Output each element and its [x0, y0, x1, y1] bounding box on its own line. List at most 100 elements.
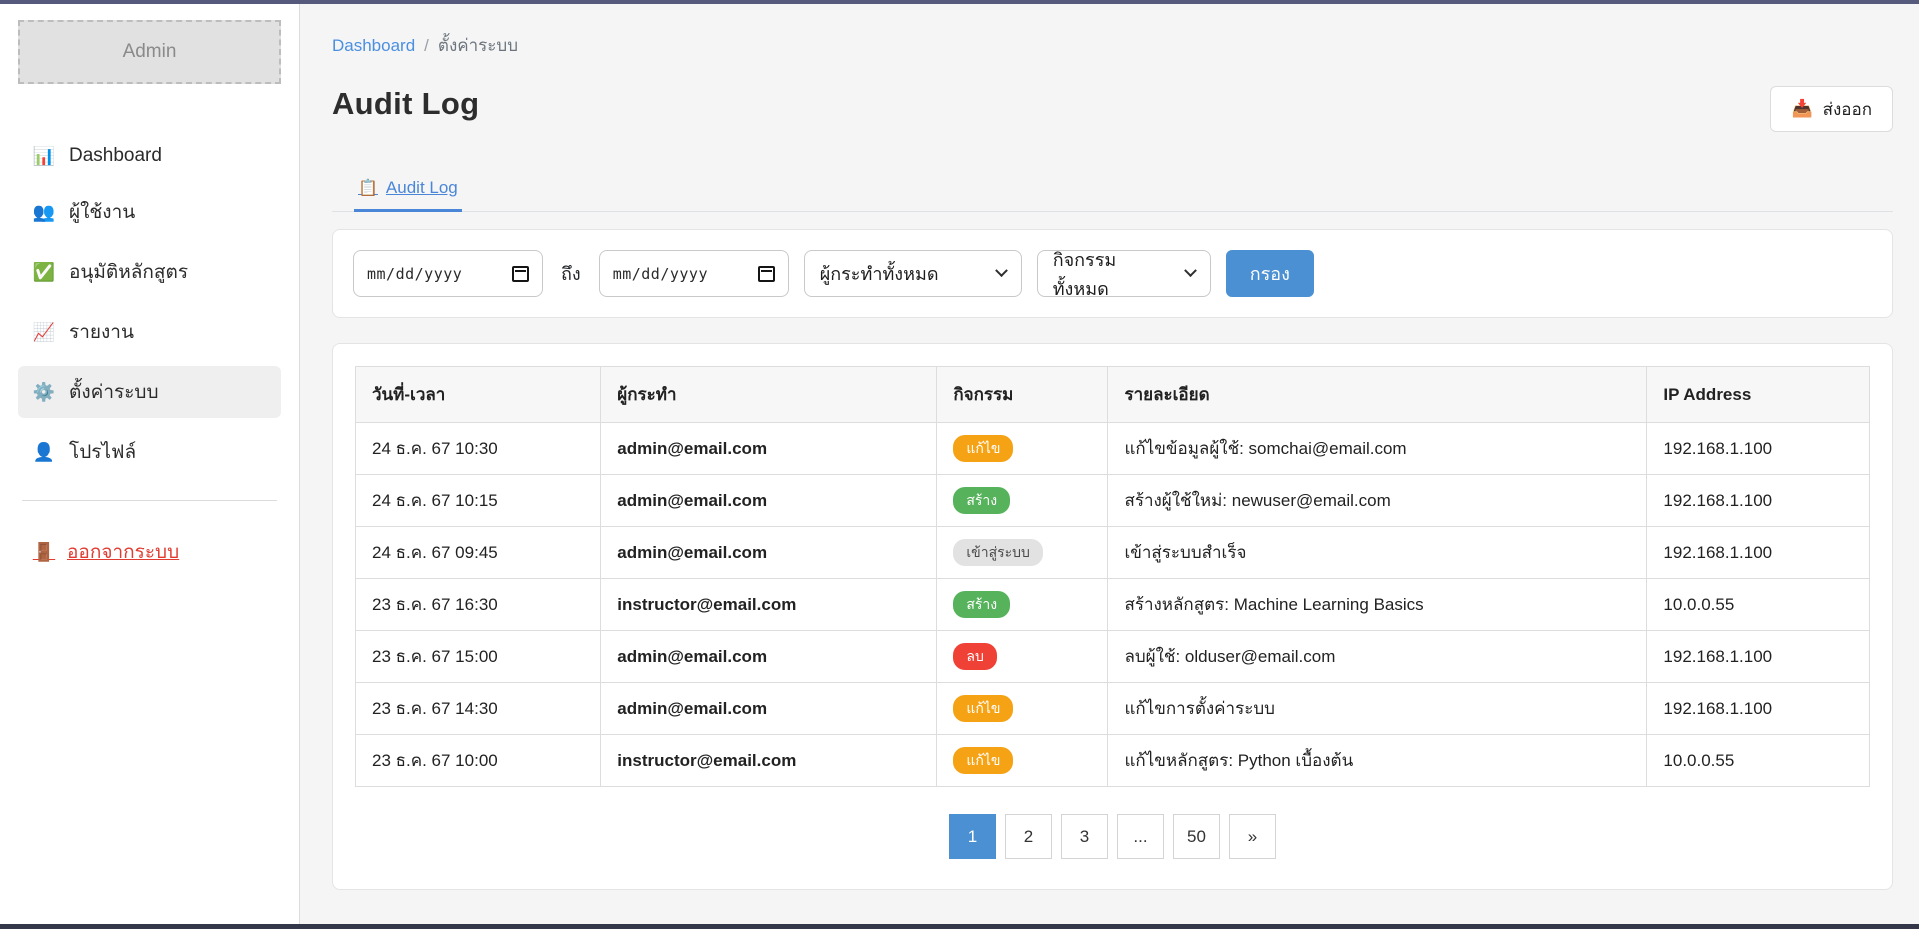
pagination-page-3[interactable]: 3 [1061, 814, 1108, 859]
audit-log-table-card: วันที่-เวลา ผู้กระทำ กิจกรรม รายละเอียด IP A… [332, 343, 1893, 890]
sidebar-item-label: โปรไฟล์ [69, 442, 137, 463]
date-to-placeholder: mm/dd/yyyy [612, 264, 708, 283]
sidebar-item-label: ผู้ใช้งาน [69, 202, 136, 223]
action-badge-edit: แก้ไข [953, 695, 1014, 722]
sidebar-item-label: รายงาน [69, 322, 134, 343]
export-button[interactable]: 📥 ส่งออก [1770, 86, 1893, 132]
logout-link[interactable]: 🚪 ออกจากระบบ [18, 527, 281, 577]
filter-submit-button[interactable]: กรอง [1225, 250, 1314, 297]
cell-ip: 10.0.0.55 [1646, 578, 1870, 631]
pagination-page-2[interactable]: 2 [1005, 814, 1052, 859]
main-content: Dashboard / ตั้งค่าระบบ Audit Log 📥 ส่งอ… [300, 4, 1919, 924]
table-row: 23 ธ.ค. 67 16:30 instructor@email.com สร้า… [354, 578, 1870, 631]
column-header: กิจกรรม [936, 366, 1109, 423]
pagination-page-...[interactable]: ... [1117, 814, 1164, 859]
brand-label: Admin [122, 41, 177, 62]
calendar-icon[interactable] [512, 265, 529, 282]
pagination-page-1[interactable]: 1 [949, 814, 996, 859]
action-badge-edit: แก้ไข [953, 435, 1014, 462]
to-label: ถึง [561, 264, 581, 284]
pagination-page-50[interactable]: 50 [1173, 814, 1220, 859]
logout-icon: 🚪 [32, 541, 56, 562]
cell-details: แก้ไขการตั้งค่าระบบ [1107, 682, 1648, 735]
tab-audit-log-label: Audit Log [385, 178, 458, 197]
cell-actor: admin@email.com [600, 682, 938, 735]
date-from-placeholder: mm/dd/yyyy [367, 264, 463, 283]
cell-ip: 192.168.1.100 [1646, 422, 1870, 475]
action-badge-login: เข้าสู่ระบบ [953, 539, 1043, 566]
sidebar-menu: 📊 Dashboard 👥 ผู้ใช้งาน ✅ อนุมัติหลักสูตร 📈 ราย… [18, 134, 281, 478]
sidebar-item-users[interactable]: 👥 ผู้ใช้งาน [18, 186, 281, 238]
sidebar: Admin 📊 Dashboard 👥 ผู้ใช้งาน ✅ อนุมัติหลักสู… [0, 4, 300, 924]
cell-actor: admin@email.com [600, 474, 938, 527]
top-accent-bar [0, 0, 1919, 4]
sidebar-item-label: อนุมัติหลักสูตร [69, 262, 189, 283]
breadcrumb-home-link[interactable]: Dashboard [332, 35, 416, 55]
column-header: รายละเอียด [1107, 366, 1648, 423]
cell-action: แก้ไข [936, 734, 1109, 787]
breadcrumb: Dashboard / ตั้งค่าระบบ [332, 32, 1893, 59]
cell-action: แก้ไข [936, 682, 1109, 735]
brand-box: Admin [18, 20, 281, 84]
table-row: 23 ธ.ค. 67 10:00 instructor@email.com แก้ไ… [354, 734, 1870, 787]
cell-details: สร้างหลักสูตร: Machine Learning Basics [1107, 578, 1648, 631]
cell-action: สร้าง [936, 578, 1109, 631]
cell-datetime: 24 ธ.ค. 67 10:30 [354, 422, 602, 475]
logout-label: ออกจากระบบ [67, 542, 180, 563]
action-badge-create: สร้าง [953, 487, 1011, 514]
column-header: IP Address [1646, 366, 1870, 423]
cell-datetime: 24 ธ.ค. 67 10:15 [354, 474, 602, 527]
calendar-icon[interactable] [757, 265, 775, 282]
cell-datetime: 23 ธ.ค. 67 10:00 [354, 734, 602, 787]
profile-icon: 👤 [32, 441, 56, 462]
cell-datetime: 23 ธ.ค. 67 16:30 [354, 578, 602, 631]
table-row: 23 ธ.ค. 67 14:30 admin@email.com แก้ไข แก้ไ… [354, 682, 1870, 735]
cell-action: ลบ [936, 630, 1109, 683]
page-title: Audit Log [332, 86, 480, 121]
date-from-input[interactable]: mm/dd/yyyy [353, 250, 543, 297]
sidebar-item-system-settings[interactable]: ⚙️ ตั้งค่าระบบ [18, 366, 281, 418]
cell-action: แก้ไข [936, 422, 1109, 475]
cell-action: สร้าง [936, 474, 1109, 527]
cell-actor: instructor@email.com [600, 578, 938, 631]
activity-select-value: กิจกรรมทั้งหมด [1052, 249, 1117, 299]
approve-courses-icon: ✅ [32, 261, 56, 282]
cell-details: แก้ไขหลักสูตร: Python เบื้องต้น [1107, 734, 1648, 787]
sidebar-item-profile[interactable]: 👤 โปรไฟล์ [18, 426, 281, 478]
cell-actor: instructor@email.com [600, 734, 938, 787]
action-badge-edit: แก้ไข [953, 747, 1014, 774]
column-header: ผู้กระทำ [600, 366, 938, 423]
cell-actor: admin@email.com [600, 630, 938, 683]
export-button-label: ส่งออก [1822, 99, 1872, 119]
cell-datetime: 23 ธ.ค. 67 14:30 [354, 682, 602, 735]
pagination-next-button[interactable]: » [1229, 814, 1276, 859]
sidebar-item-dashboard[interactable]: 📊 Dashboard [18, 134, 281, 178]
table-row: 23 ธ.ค. 67 15:00 admin@email.com ลบ ลบผู้ใช… [354, 630, 1870, 683]
settings-icon: ⚙️ [32, 381, 56, 402]
cell-details: แก้ไขข้อมูลผู้ใช้: somchai@email.com [1107, 422, 1648, 475]
cell-actor: admin@email.com [600, 526, 938, 579]
cell-datetime: 24 ธ.ค. 67 09:45 [354, 526, 602, 579]
table-header-row: วันที่-เวลา ผู้กระทำ กิจกรรม รายละเอียด IP A… [354, 366, 1870, 423]
sidebar-divider [22, 500, 277, 501]
actor-select-value: ผู้กระทำทั้งหมด [819, 264, 939, 284]
breadcrumb-separator: / [424, 35, 429, 55]
sidebar-item-reports[interactable]: 📈 รายงาน [18, 306, 281, 358]
cell-action: เข้าสู่ระบบ [936, 526, 1109, 579]
cell-details: เข้าสู่ระบบสำเร็จ [1107, 526, 1648, 579]
tab-audit-log[interactable]: 📋 Audit Log [354, 170, 462, 212]
actor-select[interactable]: ผู้กระทำทั้งหมด [803, 250, 1022, 297]
column-header: วันที่-เวลา [354, 366, 602, 423]
date-to-input[interactable]: mm/dd/yyyy [598, 250, 789, 297]
export-icon: 📥 [1791, 99, 1813, 118]
table-body: 24 ธ.ค. 67 10:30 admin@email.com แก้ไข แก้ไ… [354, 422, 1870, 787]
table-row: 24 ธ.ค. 67 09:45 admin@email.com เข้าสู่ระ… [354, 526, 1870, 579]
tab-bar: 📋 Audit Log [332, 170, 1893, 212]
breadcrumb-current: ตั้งค่าระบบ [437, 36, 519, 55]
sidebar-item-approve-courses[interactable]: ✅ อนุมัติหลักสูตร [18, 246, 281, 298]
dashboard-icon: 📊 [32, 145, 56, 166]
cell-actor: admin@email.com [600, 422, 938, 475]
cell-ip: 192.168.1.100 [1646, 474, 1870, 527]
chevron-down-icon [994, 264, 1008, 278]
activity-select[interactable]: กิจกรรมทั้งหมด [1036, 250, 1211, 299]
